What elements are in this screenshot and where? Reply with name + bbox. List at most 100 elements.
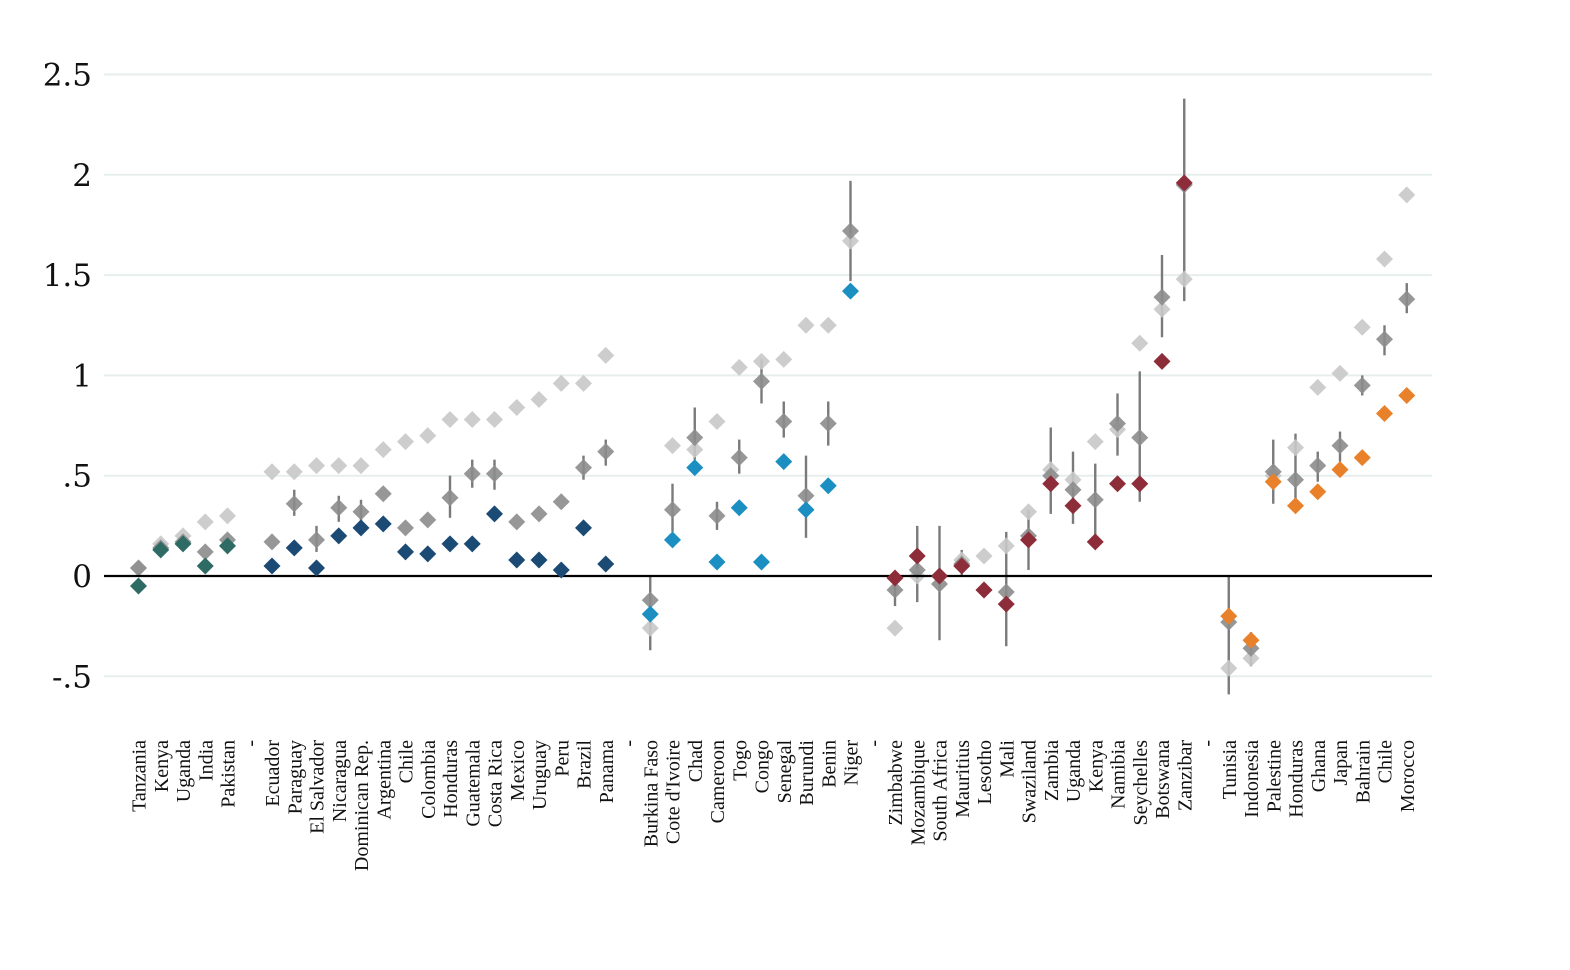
- main-point: [374, 515, 392, 533]
- main-point: [708, 553, 726, 571]
- dark-point: [730, 449, 748, 467]
- category-label: Burundi: [796, 740, 818, 806]
- category-label: Argentina: [373, 740, 395, 820]
- category-label: Uganda: [173, 740, 195, 802]
- category-label: Honduras: [1286, 740, 1308, 818]
- category-label: Togo: [729, 740, 751, 781]
- dark-point: [330, 499, 348, 517]
- category-label: Morocco: [1397, 740, 1419, 812]
- main-point: [575, 519, 592, 537]
- category-label: Nicaragua: [329, 740, 351, 822]
- main-point: [263, 557, 281, 575]
- dark-point: [308, 531, 325, 549]
- light-point: [1220, 659, 1238, 677]
- light-point: [1086, 433, 1104, 451]
- category-label: Senegal: [774, 740, 796, 804]
- light-point: [441, 411, 459, 429]
- light-point: [530, 390, 548, 408]
- category-label: Tunisia: [1219, 740, 1241, 799]
- light-point: [219, 507, 236, 525]
- main-point: [530, 551, 548, 569]
- main-point: [819, 477, 837, 495]
- category-label: Botswana: [1152, 740, 1174, 819]
- category-label: Mauritius: [952, 740, 974, 818]
- category-label: Uganda: [1063, 740, 1085, 802]
- light-point: [352, 457, 370, 475]
- dark-point: [753, 372, 770, 390]
- category-label: Palestine: [1263, 740, 1285, 812]
- main-point: [597, 555, 615, 573]
- category-label: Dominican Rep.: [351, 740, 373, 871]
- category-label: Uruguay: [529, 740, 551, 810]
- main-point: [1086, 533, 1104, 551]
- light-point: [419, 427, 437, 445]
- y-axis: 2.521.51.50-.5: [43, 58, 92, 696]
- dark-point: [1287, 471, 1304, 489]
- light-point: [1242, 649, 1260, 667]
- light-point: [775, 350, 793, 368]
- category-label: Costa Rica: [485, 740, 507, 827]
- main-point: [975, 581, 993, 599]
- light-point: [597, 346, 615, 364]
- light-point: [1309, 378, 1327, 396]
- main-point: [352, 519, 370, 537]
- main-point: [196, 557, 214, 575]
- main-point: [486, 505, 503, 523]
- dark-point: [486, 465, 503, 483]
- light-point: [330, 457, 348, 475]
- main-point: [1242, 631, 1260, 649]
- main-point: [664, 531, 681, 549]
- light-point: [263, 463, 281, 481]
- dark-point: [441, 489, 459, 507]
- main-point: [1153, 352, 1171, 370]
- light-point: [797, 316, 815, 334]
- main-point: [1175, 174, 1193, 192]
- main-point: [753, 553, 770, 571]
- main-point: [285, 539, 303, 557]
- category-label: Pakistan: [218, 740, 240, 808]
- category-label: Bahrain: [1352, 740, 1374, 803]
- main-point: [908, 547, 926, 565]
- dark-point: [708, 507, 726, 525]
- dark-point: [508, 513, 526, 531]
- x-axis-category-labels: Tanzania Kenya Uganda India Pakistan - Ecuador…: [129, 740, 1419, 872]
- gridlines: [104, 73, 1432, 678]
- dark-point: [1331, 437, 1349, 455]
- dark-point: [597, 443, 615, 461]
- y-tick-label: -.5: [52, 659, 92, 695]
- light-point: [997, 537, 1015, 555]
- category-label: Niger: [841, 740, 863, 786]
- main-point: [1287, 497, 1304, 515]
- dark-point: [997, 583, 1015, 601]
- main-point: [1376, 405, 1393, 423]
- main-point: [130, 577, 147, 595]
- light-series-points: [130, 186, 1416, 677]
- main-point: [931, 567, 948, 585]
- light-point: [1331, 364, 1349, 382]
- main-point: [1020, 531, 1037, 549]
- light-point: [819, 316, 837, 334]
- dark-point: [463, 465, 481, 483]
- main-point: [219, 537, 236, 555]
- category-label: Congo: [752, 740, 774, 793]
- category-label: Colombia: [418, 740, 440, 819]
- light-point: [1153, 300, 1171, 318]
- light-point: [730, 358, 748, 376]
- category-label: Chile: [1375, 740, 1397, 783]
- category-label: Zanzibar: [1174, 740, 1196, 811]
- category-label: Japan: [1330, 740, 1352, 786]
- category-label: Tanzania: [129, 740, 151, 812]
- light-point: [308, 457, 325, 475]
- dark-point: [530, 505, 548, 523]
- dark-point: [1398, 290, 1416, 308]
- category-label: Namibia: [1108, 740, 1130, 809]
- category-label: Honduras: [440, 740, 462, 818]
- main-point: [152, 541, 170, 559]
- light-point: [1376, 250, 1393, 268]
- main-point: [686, 459, 704, 477]
- dark-point: [196, 543, 214, 561]
- light-point: [686, 441, 704, 459]
- main-point: [1109, 475, 1126, 493]
- light-point: [463, 411, 481, 429]
- category-label: Chad: [685, 740, 707, 782]
